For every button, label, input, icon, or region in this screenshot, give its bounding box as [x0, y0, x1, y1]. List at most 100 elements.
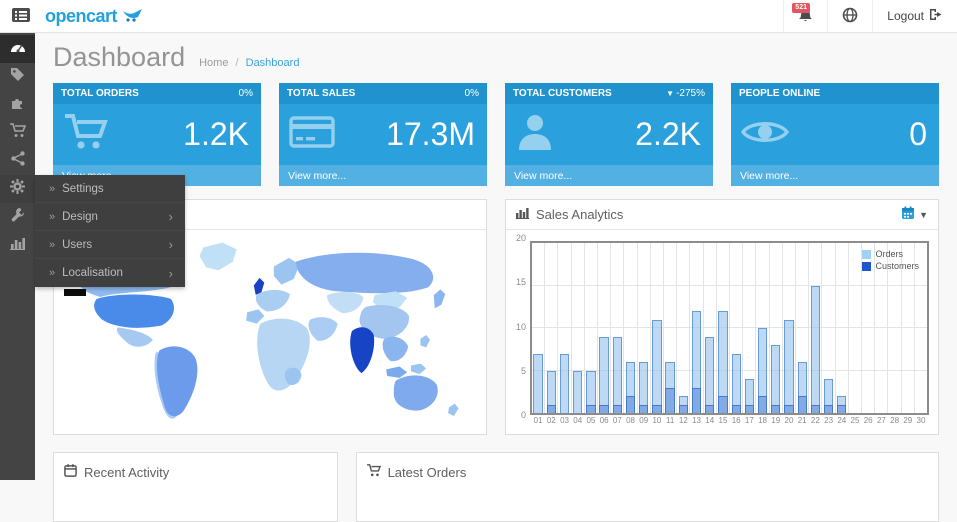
- chart-category-cell: 07: [611, 243, 625, 425]
- customers-bar: [639, 404, 649, 413]
- customers-bar: [744, 404, 754, 413]
- gridline: [848, 327, 862, 328]
- menu-toggle-button[interactable]: [9, 6, 33, 26]
- chart-range-dropdown[interactable]: ▼: [901, 206, 928, 223]
- gridline: [901, 284, 914, 286]
- tile-label: TOTAL SALES: [287, 88, 356, 99]
- chart-category-cell: 09: [637, 243, 651, 425]
- tile-total-customers: TOTAL CUSTOMERS ▼ -275% 2.2K View more..…: [505, 83, 713, 186]
- double-chevron-icon: »: [49, 182, 55, 195]
- sidebar-item-catalog[interactable]: [0, 63, 35, 91]
- gridline: [782, 284, 796, 286]
- tile-delta: -275%: [676, 88, 705, 99]
- gridline: [624, 284, 637, 286]
- credit-card-icon: [289, 114, 335, 155]
- x-tick-label: 17: [744, 416, 754, 425]
- tile-people-online: PEOPLE ONLINE 0 View more...: [731, 83, 939, 186]
- user-icon: [515, 112, 555, 157]
- gridline: [637, 284, 650, 286]
- gridline: [769, 327, 782, 328]
- x-tick-label: 22: [810, 416, 820, 425]
- chart-category-cell: 15: [716, 243, 731, 425]
- gridline: [822, 369, 835, 371]
- gridline: [796, 284, 809, 286]
- gridline: [875, 327, 888, 328]
- chart-category-cell: 03: [558, 243, 572, 425]
- chart-category-cell: 10: [650, 243, 665, 425]
- breadcrumb-home-link[interactable]: Home: [199, 57, 229, 69]
- logout-button[interactable]: Logout: [872, 0, 957, 32]
- double-chevron-icon: »: [49, 210, 55, 223]
- kpi-tiles: TOTAL ORDERS 0% 1.2K View more... TOTAL …: [53, 83, 939, 186]
- gridline: [558, 284, 571, 286]
- orders-bar: [823, 379, 834, 413]
- gridline: [677, 369, 690, 371]
- chart-category-cell: 27: [875, 243, 889, 425]
- gridline: [888, 284, 901, 286]
- sidebar-item-reports[interactable]: [0, 231, 35, 259]
- gridline: [743, 327, 756, 328]
- x-tick-label: 08: [626, 416, 635, 425]
- x-tick-label: 21: [797, 416, 807, 425]
- notifications-button[interactable]: 521: [783, 0, 827, 32]
- share-icon: [10, 151, 25, 171]
- sidebar-item-extensions[interactable]: [0, 91, 35, 119]
- gridline: [730, 284, 743, 286]
- sidebar-item-marketing[interactable]: [0, 147, 35, 175]
- submenu-item-design[interactable]: » Design ›: [35, 203, 185, 231]
- submenu-item-localisation[interactable]: » Localisation ›: [35, 259, 185, 287]
- page-header: Dashboard Home / Dashboard: [35, 33, 957, 79]
- chart-category-cell: 22: [809, 243, 823, 425]
- gridline: [901, 369, 914, 371]
- sign-out-icon: [929, 8, 943, 24]
- dashboard-panels: Sales Analytics ▼ 0 5 10 15 20 Orders Custome…: [53, 199, 939, 435]
- puzzle-piece-icon: [10, 95, 25, 115]
- gridline: [598, 284, 611, 286]
- cart-icon: [63, 112, 109, 157]
- view-more-link[interactable]: View more...: [279, 165, 487, 186]
- x-tick-label: 18: [758, 416, 768, 425]
- gridline: [888, 369, 901, 371]
- chart-category-cell: 19: [769, 243, 783, 425]
- x-tick-label: 29: [903, 416, 913, 425]
- submenu-label: Users: [62, 238, 93, 251]
- chart-category-cell: 30: [914, 243, 928, 425]
- sidebar-item-system[interactable]: [0, 175, 35, 203]
- view-more-link[interactable]: View more...: [505, 165, 713, 186]
- gridline: [848, 284, 862, 286]
- x-tick-label: 19: [771, 416, 781, 425]
- bottom-panels: Recent Activity Latest Orders: [53, 452, 939, 522]
- customers-bar: [705, 404, 715, 413]
- customers-bar: [546, 404, 556, 413]
- chart-category-cell: 24: [835, 243, 849, 425]
- x-tick-label: 15: [718, 416, 728, 425]
- submenu-item-users[interactable]: » Users ›: [35, 231, 185, 259]
- y-tick-label: 20: [515, 233, 526, 243]
- stores-button[interactable]: [827, 0, 872, 32]
- gridline: [532, 284, 545, 286]
- opencart-logo[interactable]: opencart: [45, 6, 144, 27]
- sidebar-item-sales[interactable]: [0, 119, 35, 147]
- gridline: [571, 369, 584, 371]
- sidebar-item-dashboard[interactable]: [0, 35, 35, 63]
- breadcrumb: Home / Dashboard: [199, 57, 299, 69]
- x-tick-label: 20: [784, 416, 794, 425]
- x-tick-label: 30: [916, 416, 926, 425]
- chart-legend: Orders Customers: [858, 247, 923, 275]
- chart-plot[interactable]: Orders Customers 01 02 03 04 05 06 07 08 09 10 11 12…: [530, 241, 929, 425]
- submenu-label: Settings: [62, 182, 104, 195]
- sidebar-item-tools[interactable]: [0, 203, 35, 231]
- customers-bar: [757, 396, 768, 413]
- tile-total-sales: TOTAL SALES 0% 17.3M View more...: [279, 83, 487, 186]
- x-tick-label: 10: [652, 416, 662, 425]
- x-tick-label: 14: [705, 416, 715, 425]
- chart-category-cell: 29: [901, 243, 915, 425]
- sales-analytics-panel: Sales Analytics ▼ 0 5 10 15 20 Orders Custome…: [505, 199, 939, 435]
- tile-total-orders: TOTAL ORDERS 0% 1.2K View more...: [53, 83, 261, 186]
- gridline: [571, 284, 584, 286]
- view-more-link[interactable]: View more...: [731, 165, 939, 186]
- customers-bar: [665, 387, 675, 413]
- gridline: [584, 369, 598, 371]
- submenu-item-settings[interactable]: » Settings: [35, 175, 185, 203]
- wrench-icon: [11, 207, 25, 227]
